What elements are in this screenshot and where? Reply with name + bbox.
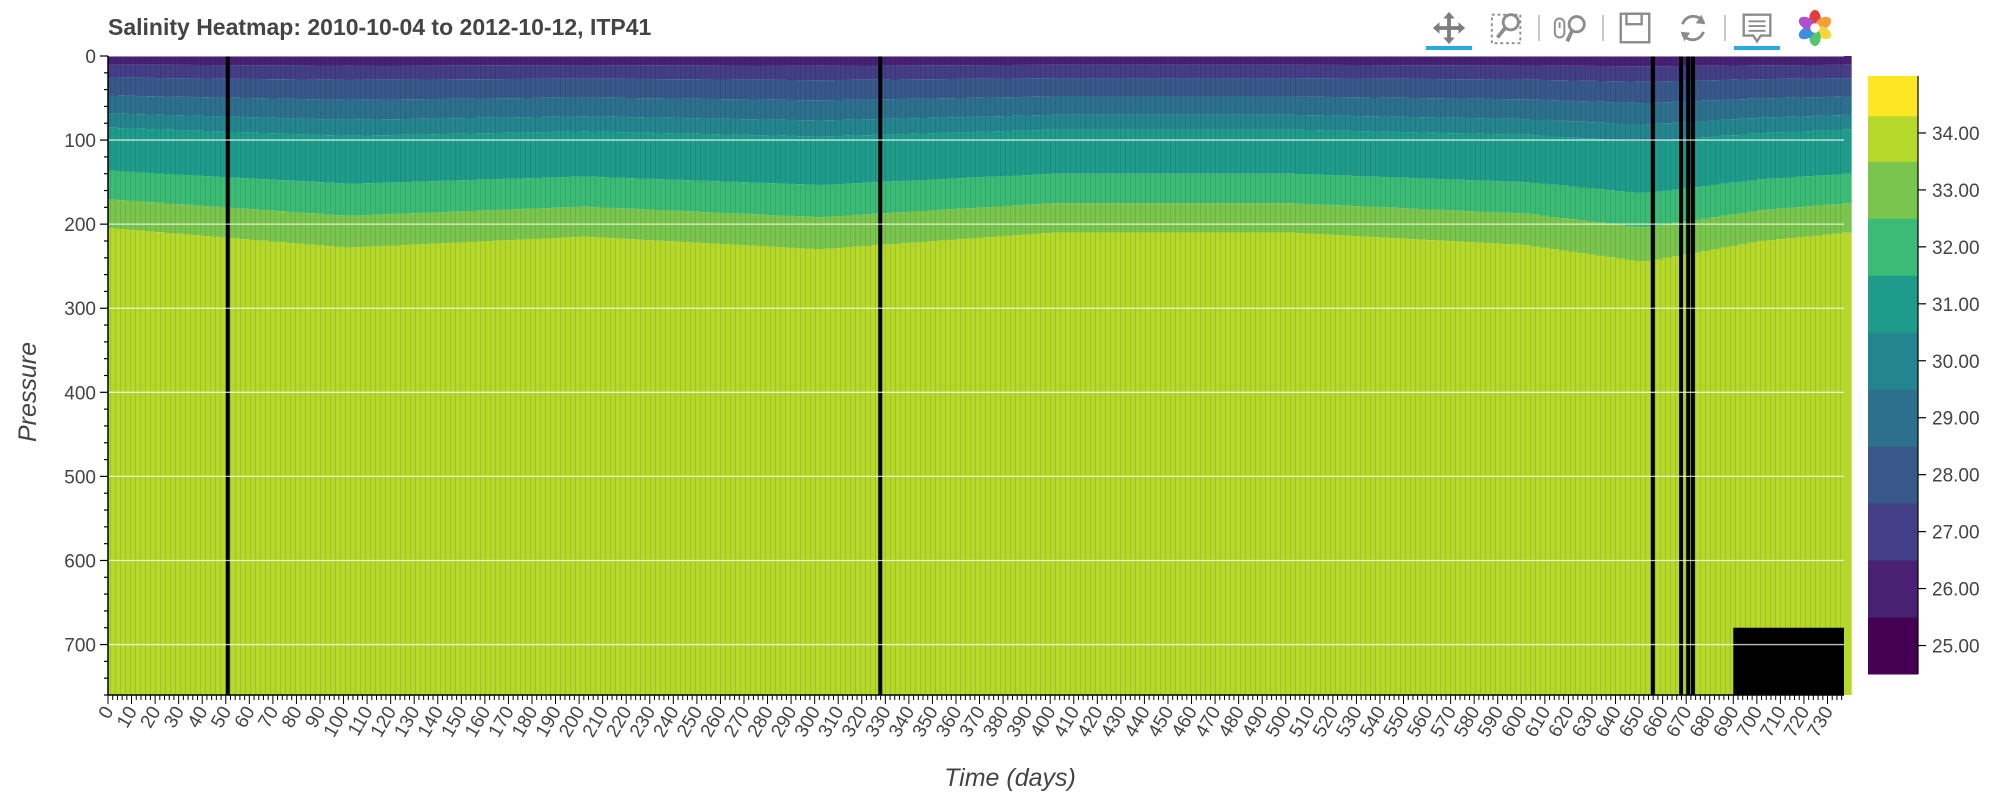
- colorbar: 25.00 26.00 27.00 28.00 29.00 30.00 31.00 32.00…: [1868, 76, 1980, 675]
- colorbar-band: [1868, 218, 1918, 276]
- y-tick-label: 200: [64, 215, 96, 236]
- colorbar-band: [1868, 617, 1918, 675]
- toolbar-separator: [1538, 15, 1540, 41]
- toolbar: [1420, 0, 1844, 56]
- missing-data-column: [1690, 56, 1695, 695]
- reset-icon: [1680, 14, 1706, 42]
- colorbar-tick-label: 25.00: [1932, 637, 1980, 658]
- reset-tool[interactable]: [1664, 4, 1722, 52]
- x-tick-label: 80: [278, 703, 307, 732]
- colorbar-band: [1868, 275, 1918, 333]
- x-tick-label: 20: [137, 703, 166, 732]
- missing-data-column: [225, 56, 230, 695]
- missing-data-column: [1650, 56, 1655, 695]
- x-tick-label: 60: [231, 703, 260, 732]
- hover-icon: [1742, 13, 1772, 44]
- missing-data-column: [1679, 56, 1684, 695]
- colorbar-band: [1868, 446, 1918, 504]
- box-zoom-tool[interactable]: [1478, 4, 1536, 52]
- pan-tool[interactable]: [1420, 4, 1478, 52]
- x-axis: 0102030405060708090100110120130140150160…: [95, 694, 1844, 741]
- heat-cell: [1841, 78, 1852, 97]
- y-tick-label: 100: [64, 131, 96, 152]
- toolbar-separator: [1724, 15, 1726, 41]
- x-tick-label: 50: [207, 703, 236, 732]
- profile-hatching: [108, 56, 1844, 695]
- colorbar-band: [1868, 332, 1918, 390]
- missing-data-column: [1686, 56, 1691, 695]
- colorbar-tick-label: 33.00: [1932, 181, 1980, 202]
- colorbar-tick-label: 28.00: [1932, 466, 1980, 487]
- x-tick-label: 730: [1804, 703, 1838, 741]
- y-tick-label: 400: [64, 383, 96, 404]
- plot-area[interactable]: [108, 56, 1852, 696]
- box-zoom-icon: [1490, 13, 1522, 45]
- profile-column: [1841, 56, 1852, 696]
- x-tick-label: 70: [254, 703, 283, 732]
- colorbar-band: [1868, 76, 1918, 117]
- x-tick-label: 40: [184, 703, 213, 732]
- missing-data-column: [878, 56, 883, 695]
- colorbar-tick-label: 27.00: [1932, 523, 1980, 544]
- colorbar-band: [1868, 560, 1918, 618]
- heat-cell: [1841, 232, 1852, 696]
- y-tick-label: 300: [64, 299, 96, 320]
- wheel-zoom-tool[interactable]: [1542, 4, 1600, 52]
- colorbar-tick-label: 32.00: [1932, 238, 1980, 259]
- colorbar-band: [1868, 389, 1918, 447]
- save-icon: [1619, 12, 1651, 44]
- colorbar-tick-label: 34.00: [1932, 124, 1980, 145]
- grid-lines: [108, 55, 1844, 646]
- y-axis: 0 100 200 300 400 500 600 700: [64, 47, 109, 696]
- hover-tool[interactable]: [1728, 4, 1786, 52]
- wheel-zoom-icon: [1553, 15, 1586, 43]
- x-tick-label: 30: [160, 703, 189, 732]
- heat-cell: [1841, 56, 1852, 65]
- bokeh-logo[interactable]: [1786, 4, 1844, 52]
- heat-cell: [1841, 173, 1852, 204]
- y-tick-label: 500: [64, 467, 96, 488]
- chart-title: Salinity Heatmap: 2010-10-04 to 2012-10-…: [108, 14, 652, 40]
- y-tick-label: 600: [64, 551, 96, 572]
- y-axis-label: Pressure: [14, 342, 42, 442]
- pan-icon: [1432, 11, 1466, 45]
- y-tick-label: 0: [85, 47, 96, 68]
- heat-cell: [1841, 96, 1852, 115]
- colorbar-band: [1868, 115, 1918, 162]
- colorbar-tick-label: 26.00: [1932, 580, 1980, 601]
- toolbar-separator: [1602, 15, 1604, 41]
- heat-cell: [1841, 203, 1852, 233]
- y-tick-label: 700: [64, 636, 96, 657]
- bokeh-logo-icon: [1798, 9, 1832, 47]
- colorbar-tick-label: 31.00: [1932, 295, 1980, 316]
- heat-cell: [1841, 64, 1852, 79]
- save-tool[interactable]: [1606, 4, 1664, 52]
- colorbar-band: [1868, 161, 1918, 219]
- x-tick-label: 10: [113, 703, 142, 732]
- heat-cell: [1841, 129, 1852, 174]
- colorbar-tick-label: 29.00: [1932, 409, 1980, 430]
- colorbar-band: [1868, 503, 1918, 561]
- colorbar-tick-label: 30.00: [1932, 352, 1980, 373]
- x-axis-label: Time (days): [944, 764, 1076, 792]
- heat-cell: [1841, 114, 1852, 130]
- missing-data-region: [1733, 627, 1844, 695]
